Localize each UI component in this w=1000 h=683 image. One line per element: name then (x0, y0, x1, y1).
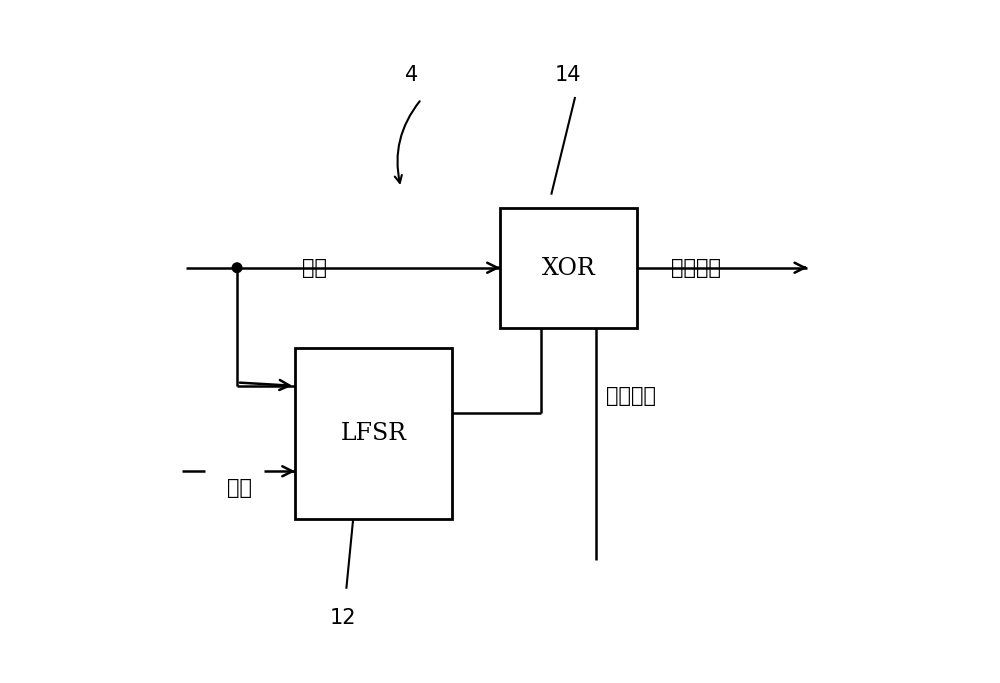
Text: XOR: XOR (541, 257, 595, 279)
Text: 地址: 地址 (227, 478, 252, 499)
Bar (295, 348, 452, 519)
Text: LFSR: LFSR (341, 422, 407, 445)
Text: 14: 14 (555, 65, 582, 85)
Circle shape (232, 263, 242, 273)
Text: 4: 4 (405, 65, 418, 85)
Text: 固定种子: 固定种子 (606, 386, 656, 406)
Text: 加扰数据: 加扰数据 (671, 257, 721, 278)
Bar (500, 208, 637, 328)
Text: 12: 12 (330, 608, 356, 628)
Text: 数据: 数据 (302, 257, 327, 278)
